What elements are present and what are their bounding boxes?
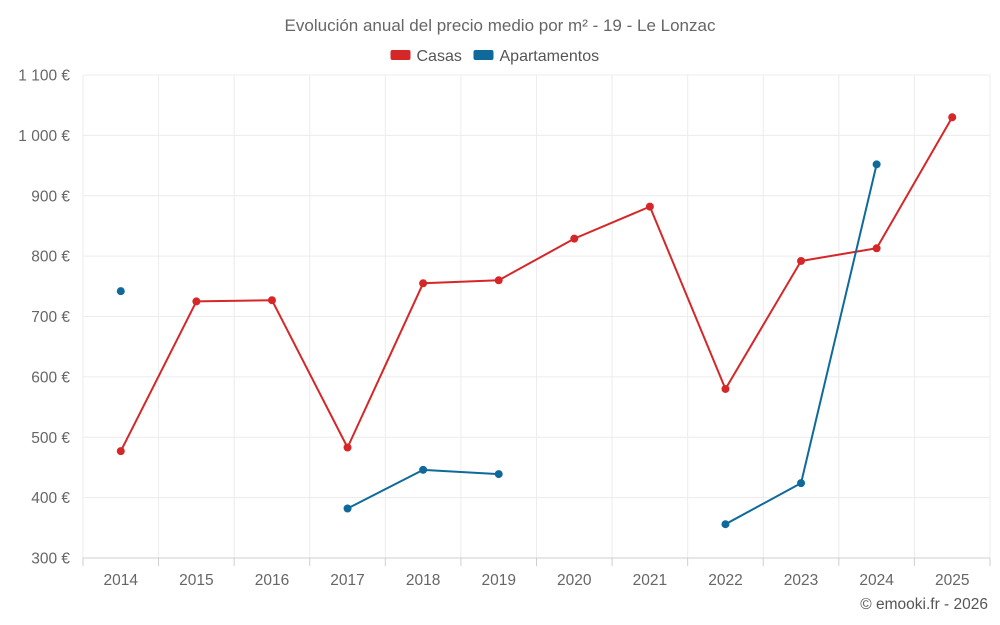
data-point-apartamentos[interactable] (419, 465, 428, 474)
data-point-apartamentos[interactable] (494, 470, 503, 479)
credit-text: © emooki.fr - 2026 (860, 596, 988, 613)
data-point-casas[interactable] (872, 244, 881, 253)
series-apartamentos (116, 160, 881, 529)
data-point-apartamentos[interactable] (797, 479, 806, 488)
legend-item-apartamentos[interactable]: Apartamentos (473, 48, 600, 65)
x-tick-label: 2016 (255, 572, 289, 589)
y-tick-label: 500 € (31, 430, 70, 447)
data-point-apartamentos[interactable] (116, 287, 125, 296)
data-point-casas[interactable] (343, 443, 352, 452)
data-point-casas[interactable] (570, 234, 579, 243)
x-tick-label: 2022 (708, 572, 742, 589)
axes: 300 € 400 € 500 € 600 € 700 € 800 € 900 € 1 000… (18, 68, 991, 589)
y-tick-label: 400 € (31, 490, 70, 507)
legend-swatch (390, 50, 411, 60)
x-tick-label: 2018 (406, 572, 440, 589)
series-line-apartamentos (724, 164, 878, 526)
y-tick-label: 700 € (31, 309, 70, 326)
y-tick-label: 1 100 € (18, 68, 70, 85)
legend: Casas Apartamentos (390, 48, 600, 65)
legend-label: Apartamentos (500, 48, 600, 65)
data-point-apartamentos[interactable] (872, 160, 881, 169)
y-tick-label: 800 € (31, 249, 70, 266)
data-point-casas[interactable] (494, 276, 503, 285)
x-tick-label: 2017 (330, 572, 364, 589)
series-line-apartamentos (347, 468, 499, 510)
data-point-casas[interactable] (192, 297, 201, 306)
data-point-casas[interactable] (721, 384, 730, 393)
y-tick-label: 600 € (31, 369, 70, 386)
data-point-casas[interactable] (797, 256, 806, 265)
x-tick-label: 2025 (935, 572, 969, 589)
series-group (116, 113, 957, 529)
legend-swatch (473, 50, 494, 60)
x-tick-label: 2021 (633, 572, 667, 589)
y-tick-label: 1 000 € (18, 128, 70, 145)
x-tick-label: 2024 (859, 572, 894, 589)
series-line-casas (119, 116, 954, 452)
legend-label: Casas (417, 48, 462, 65)
x-tick-label: 2020 (557, 572, 592, 589)
y-tick-label: 900 € (31, 188, 70, 205)
x-tick-label: 2019 (481, 572, 515, 589)
data-point-casas[interactable] (116, 447, 125, 456)
x-tick-label: 2015 (179, 572, 213, 589)
data-point-casas[interactable] (267, 296, 276, 305)
data-point-casas[interactable] (948, 113, 957, 122)
grid (82, 74, 991, 558)
x-tick-label: 2014 (104, 572, 139, 589)
data-point-casas[interactable] (645, 202, 654, 211)
y-tick-label: 300 € (31, 551, 70, 568)
data-point-apartamentos[interactable] (343, 504, 352, 513)
data-point-casas[interactable] (419, 279, 428, 288)
x-tick-label: 2023 (784, 572, 818, 589)
data-point-apartamentos[interactable] (721, 520, 730, 529)
series-casas (116, 113, 957, 456)
legend-item-casas[interactable]: Casas (390, 48, 462, 65)
chart-title: Evolución anual del precio medio por m² … (285, 16, 716, 35)
